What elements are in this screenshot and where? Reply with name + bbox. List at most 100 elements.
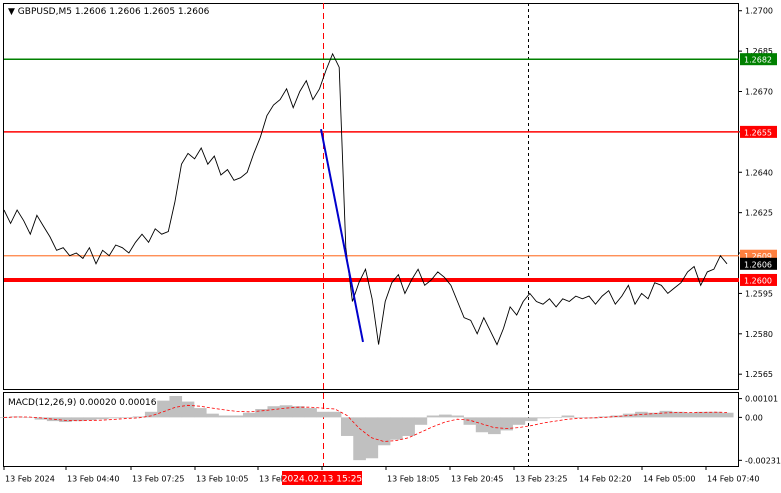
macd-histogram-bar [512, 417, 526, 425]
macd-histogram-bar [230, 415, 244, 418]
macd-histogram-bar [304, 408, 317, 418]
macd-histogram-bar [402, 417, 415, 436]
price-tick-label: 1.2565 [745, 370, 773, 379]
time-tick-label: 13 Feb 18:05 [387, 475, 439, 484]
price-tick-label: 1.2595 [745, 289, 773, 298]
macd-histogram-bar [524, 417, 538, 422]
macd-histogram-bar [647, 412, 661, 418]
time-tick-label: 13 Feb 20:45 [451, 475, 503, 484]
time-tick-label: 13 Feb 07:25 [132, 475, 184, 484]
macd-histogram-bar [684, 412, 697, 418]
level-label-1.2600: 1.2600 [744, 276, 772, 285]
macd-histogram-bar [598, 416, 611, 418]
macd-histogram-bar [181, 401, 195, 418]
macd-tick-label: -0.00231 [745, 456, 781, 465]
macd-signal-line [3, 404, 728, 442]
price-tick-label: 1.2685 [745, 47, 773, 56]
macd-histogram-bar [573, 417, 587, 418]
macd-histogram-bar [622, 413, 636, 418]
macd-histogram-bar [267, 406, 281, 418]
collapse-triangle-icon: ▼ [8, 7, 18, 17]
chart-header: ▼ GBPUSD,M5 1.2606 1.2606 1.2605 1.2606 [8, 7, 210, 17]
ohlc-values: 1.2606 1.2606 1.2605 1.2606 [75, 7, 210, 17]
price-tick-label: 1.2700 [745, 7, 773, 16]
macd-histogram-bar [157, 400, 170, 418]
macd-title: MACD(12,26,9) 0.00020 0.00016 [8, 398, 157, 408]
level-label-box-1.2682 [740, 53, 777, 66]
arrow-layer [320, 128, 364, 343]
macd-histogram-bar [426, 415, 440, 418]
macd-histogram-bar [108, 417, 121, 419]
level-label-box-1.2606 [740, 257, 777, 270]
price-series-line [3, 52, 728, 346]
macd-tick-label: 0.00 [745, 413, 763, 422]
macd-histogram-bar [475, 417, 489, 433]
macd-histogram-bar [549, 417, 562, 418]
price-tick-label: 1.2580 [745, 330, 773, 339]
level-label-1.2609: 1.2609 [744, 252, 772, 261]
trend-arrow-line [320, 128, 364, 343]
macd-histogram-bar [193, 408, 207, 418]
macd-histogram-bar [22, 417, 36, 418]
price-panel-border [3, 3, 739, 390]
macd-histogram-bar [537, 417, 550, 419]
macd-histogram-bar [500, 417, 513, 431]
macd-histogram-bar [671, 411, 685, 418]
macd-histogram-bar [390, 417, 403, 440]
time-tick-label: 14 Feb 02:20 [579, 475, 631, 484]
macd-histogram-bar [377, 417, 391, 446]
level-label-1.2606: 1.2606 [744, 260, 772, 269]
macd-histogram-bar [169, 396, 183, 418]
macd-histogram-bar [328, 411, 342, 418]
macd-histogram-bar [561, 415, 575, 418]
macd-histogram-bar [696, 411, 710, 418]
macd-histogram-bar [340, 417, 354, 436]
macd-histogram-bar [414, 417, 428, 425]
macd-histogram-bar [279, 405, 293, 418]
time-tick-label: 13 Feb 23:25 [515, 475, 567, 484]
macd-histogram-bar [720, 412, 734, 418]
level-label-1.2655: 1.2655 [744, 128, 772, 137]
price-tick-label: 1.2625 [745, 209, 773, 218]
macd-histogram-bar [46, 417, 60, 422]
macd-histogram-bar [206, 413, 219, 418]
levels-layer [4, 58, 739, 282]
time-tick-label: 13 Feb 04:40 [67, 475, 119, 484]
price-layer [3, 52, 728, 346]
level-label-box-1.2600 [740, 273, 777, 286]
macd-histogram-bar [708, 411, 722, 418]
macd-histogram-bar [242, 412, 256, 418]
level-label-box-1.2655 [740, 125, 777, 138]
time-tick-label: 14 Feb 05:00 [643, 475, 695, 484]
macd-histogram-bar [132, 416, 146, 418]
macd-histogram-bar [659, 410, 673, 418]
macd-histogram-bar [71, 417, 85, 422]
macd-histogram-bar [144, 411, 158, 418]
time-tick-label: 13 Feb 10:05 [196, 475, 248, 484]
symbol-label: GBPUSD,M5 [18, 7, 72, 17]
time-tick-label: 13 Feb 2024 [5, 475, 55, 484]
macd-histogram-bar [255, 409, 268, 418]
macd-histogram-bar [218, 415, 232, 418]
macd-tick-label: 0.00101 [745, 395, 778, 404]
macd-histogram-bar [488, 417, 501, 435]
macd-axis: 0.00101 0.00 -0.00231 [739, 395, 781, 465]
level-label-1.2682: 1.2682 [744, 56, 772, 65]
price-tick-label: 1.2670 [745, 88, 773, 97]
crosshair-time-box [282, 471, 362, 485]
price-tick-label: 1.2640 [745, 168, 773, 177]
crosshair-time-label: 2024.02.13 15:25 [282, 475, 362, 485]
macd-histogram-bar [83, 417, 97, 421]
macd-histogram-bar [451, 415, 464, 418]
macd-histogram-bar [95, 417, 109, 420]
macd-histogram-bar [316, 411, 330, 418]
time-tick-label: 14 Feb 07:40 [707, 475, 759, 484]
macd-histogram-bar [353, 417, 366, 461]
macd-histogram-bar [439, 414, 452, 418]
macd-histogram-bar [463, 417, 477, 425]
macd-histogram-bar [291, 406, 305, 418]
